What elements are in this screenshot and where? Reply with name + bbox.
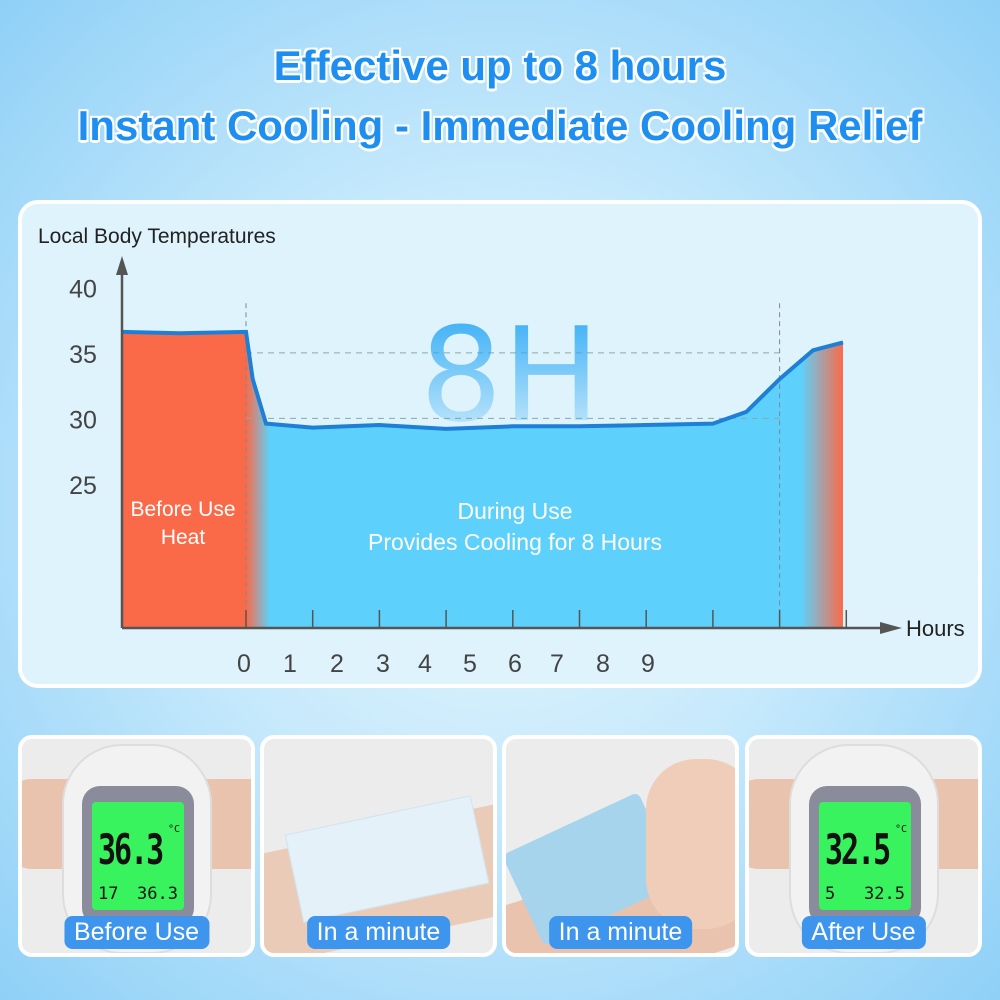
x-tick-label: 8 — [596, 650, 610, 678]
x-tick-label: 9 — [641, 650, 655, 678]
headline-line-1: Effective up to 8 hours — [273, 42, 727, 89]
x-tick-label: 3 — [376, 650, 390, 678]
lcd-unit: °C — [894, 824, 907, 835]
photo-label: In a minute — [548, 916, 693, 949]
lcd-memo-value: 32.5 — [864, 884, 905, 904]
y-tick-label: 35 — [69, 341, 97, 369]
before-use-label: Before Use — [130, 498, 235, 521]
x-tick-label: 0 — [237, 650, 251, 678]
lcd-reading: 36.3 — [98, 826, 164, 875]
x-axis-arrow — [880, 622, 902, 634]
photo-2: In a minute — [260, 735, 497, 957]
lcd-memo-index: 17 — [98, 884, 119, 904]
x-tick-label: 2 — [330, 650, 344, 678]
heat-area-before — [122, 331, 246, 628]
lcd-display: 36.3 °C 17 36.3 — [92, 802, 184, 910]
y-tick-label: 25 — [69, 472, 97, 500]
y-axis-label: Local Body Temperatures — [38, 225, 276, 248]
photo-label: After Use — [801, 916, 926, 949]
heat-label: Heat — [161, 526, 206, 549]
x-tick-label: 5 — [463, 650, 477, 678]
x-axis-label: Hours — [906, 616, 965, 641]
lcd-unit: °C — [167, 824, 180, 835]
x-tick-label: 6 — [508, 650, 522, 678]
lcd-display: 32.5 °C 5 32.5 — [819, 802, 911, 910]
lcd-memo-value: 36.3 — [137, 884, 178, 904]
photo-label: In a minute — [306, 916, 451, 949]
temperature-line — [122, 329, 844, 431]
x-tick-label: 7 — [550, 650, 564, 678]
y-axis-arrow — [116, 256, 128, 275]
headline-line-2: Instant Cooling - Immediate Cooling Reli… — [77, 102, 923, 149]
cooling-duration-label: Provides Cooling for 8 Hours — [368, 529, 662, 555]
lcd-memo-index: 5 — [825, 884, 836, 904]
during-use-label: During Use — [457, 498, 572, 524]
cooling-area — [246, 331, 843, 628]
lcd-reading: 32.5 — [825, 826, 891, 875]
x-tick-label: 1 — [283, 650, 297, 678]
y-tick-label: 40 — [69, 275, 97, 303]
watermark-8h: 8H — [420, 299, 600, 451]
photo-3: In a minute — [502, 735, 739, 957]
photo-label: Before Use — [63, 916, 210, 949]
photo-4: 32.5 °C 5 32.5 After Use — [745, 735, 982, 957]
photo-1: 36.3 °C 17 36.3 Before Use — [18, 735, 255, 957]
y-tick-label: 30 — [69, 406, 97, 434]
x-tick-label: 4 — [418, 650, 432, 678]
hand-image — [646, 759, 735, 929]
